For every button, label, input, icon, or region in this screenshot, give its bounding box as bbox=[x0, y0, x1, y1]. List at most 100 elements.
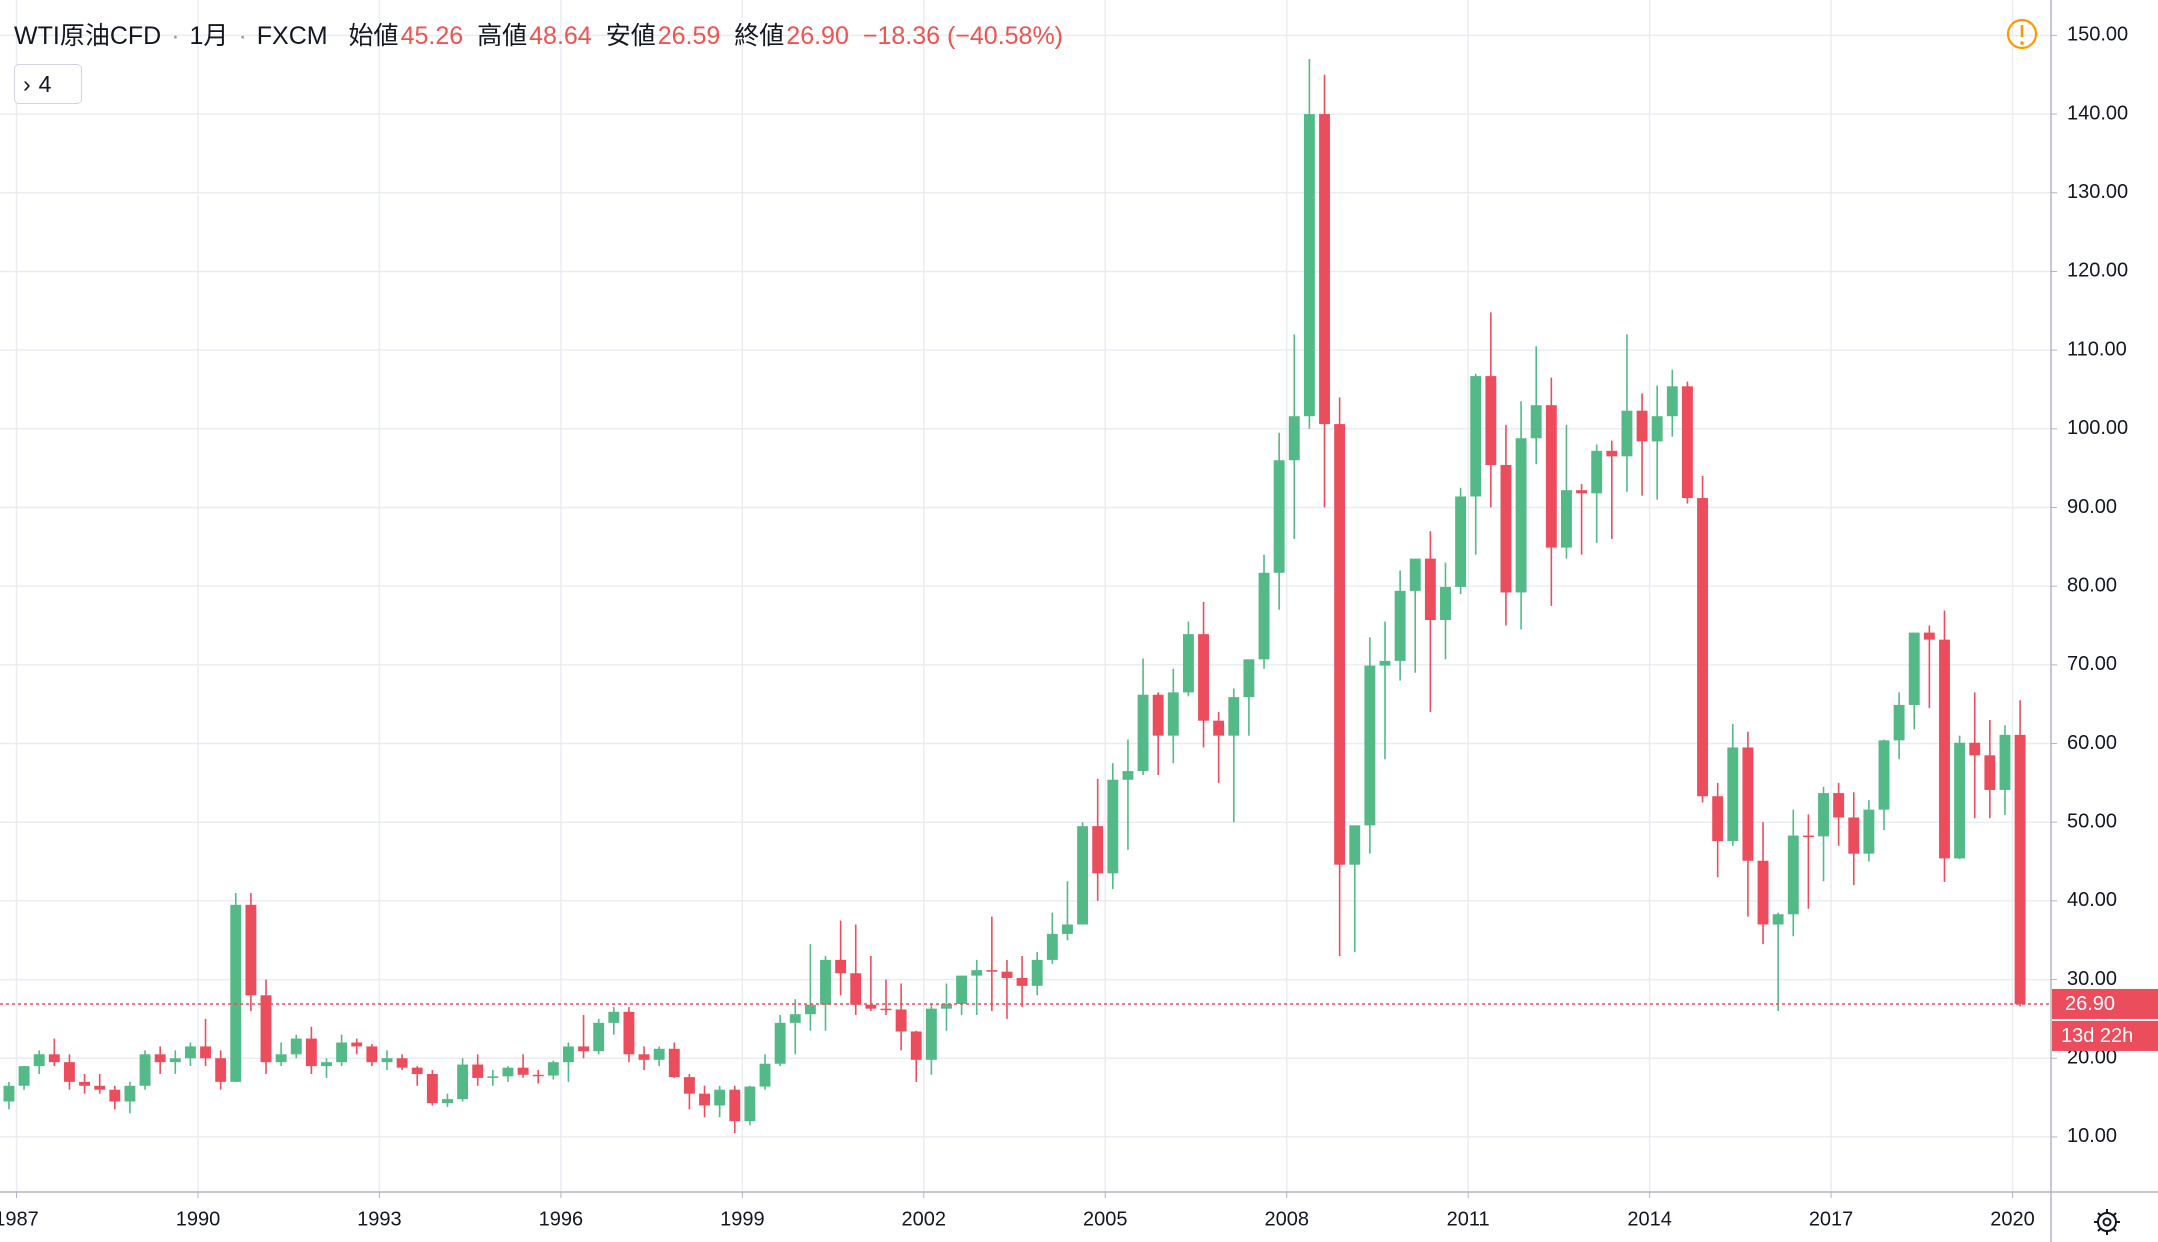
candle-body bbox=[1984, 755, 1996, 790]
y-tick-label: 110.00 bbox=[2067, 338, 2127, 360]
candle bbox=[986, 916, 998, 1012]
alert-icon[interactable] bbox=[2006, 18, 2038, 50]
candle bbox=[1621, 334, 1633, 492]
candle-body bbox=[321, 1062, 332, 1067]
candle-body bbox=[593, 1022, 605, 1052]
candle bbox=[1303, 59, 1315, 429]
candle bbox=[321, 1058, 332, 1078]
candle bbox=[1697, 476, 1708, 803]
candle-body bbox=[366, 1046, 378, 1063]
candle bbox=[1893, 692, 1905, 760]
candle bbox=[1606, 440, 1618, 539]
candle bbox=[1591, 444, 1603, 543]
candle bbox=[623, 1007, 635, 1063]
candle bbox=[1198, 601, 1209, 748]
candle bbox=[487, 1070, 499, 1086]
x-tick-label: 1999 bbox=[720, 1208, 765, 1230]
candle-body bbox=[1122, 771, 1134, 780]
candle bbox=[1288, 334, 1300, 539]
candle bbox=[109, 1085, 121, 1110]
open-label: 始値 bbox=[348, 22, 399, 50]
candle-body bbox=[1969, 742, 1981, 756]
candle bbox=[472, 1054, 484, 1086]
candle bbox=[1077, 822, 1089, 925]
candle bbox=[1742, 731, 1754, 917]
candle-body bbox=[1228, 697, 1240, 736]
candle bbox=[48, 1038, 60, 1067]
low-label: 安値 bbox=[605, 22, 656, 50]
candle-body bbox=[880, 1008, 892, 1011]
settings-icon[interactable] bbox=[2094, 1209, 2120, 1235]
candle bbox=[1878, 739, 1890, 831]
close-value: 26.90 bbox=[786, 22, 849, 50]
separator: · bbox=[171, 22, 180, 50]
candle bbox=[1394, 570, 1406, 681]
candle-body bbox=[3, 1085, 15, 1102]
candle bbox=[1182, 621, 1194, 697]
candle bbox=[1999, 725, 2011, 816]
candle-body bbox=[1273, 460, 1285, 573]
candle-body bbox=[63, 1062, 75, 1082]
candle bbox=[1334, 397, 1346, 956]
indicator-toggle[interactable]: › 4 bbox=[14, 64, 82, 104]
candle-body bbox=[1485, 376, 1497, 465]
candle-body bbox=[1470, 376, 1482, 497]
candle bbox=[442, 1093, 453, 1108]
candle bbox=[971, 959, 983, 1015]
indicator-count: 4 bbox=[38, 71, 52, 97]
candle-body bbox=[578, 1046, 590, 1052]
candle bbox=[1530, 346, 1542, 465]
candle bbox=[1515, 401, 1527, 630]
y-tick-label: 50.00 bbox=[2067, 810, 2117, 832]
candle-body bbox=[1364, 665, 1376, 826]
candle bbox=[638, 1046, 650, 1071]
candle-body bbox=[1243, 659, 1255, 698]
candle-body bbox=[33, 1054, 45, 1067]
candle-body bbox=[184, 1046, 196, 1059]
candle bbox=[1969, 692, 1981, 819]
y-tick-label: 90.00 bbox=[2067, 496, 2117, 518]
candle bbox=[759, 1054, 771, 1090]
candle bbox=[1818, 786, 1829, 882]
candle-body bbox=[653, 1048, 665, 1060]
candle bbox=[2014, 700, 2026, 1007]
candle bbox=[789, 999, 801, 1055]
candle-body bbox=[608, 1011, 620, 1023]
candle bbox=[1228, 688, 1240, 823]
exchange: FXCM bbox=[256, 22, 328, 50]
candle-body bbox=[1999, 734, 2011, 790]
candle-body bbox=[124, 1085, 136, 1102]
candle-body bbox=[532, 1074, 544, 1077]
candle-body bbox=[94, 1085, 106, 1090]
candle bbox=[956, 975, 968, 1015]
candle bbox=[1863, 800, 1875, 862]
candle-body bbox=[169, 1058, 181, 1063]
candle bbox=[200, 1018, 211, 1067]
candle-body bbox=[1878, 740, 1890, 810]
candle bbox=[426, 1070, 438, 1106]
candle bbox=[1500, 424, 1512, 626]
candle-body bbox=[683, 1077, 695, 1094]
candle-body bbox=[1046, 933, 1058, 960]
candle bbox=[124, 1081, 136, 1114]
candle bbox=[910, 1030, 922, 1082]
candle bbox=[381, 1050, 393, 1071]
x-tick-label: 2020 bbox=[1990, 1208, 2035, 1230]
candle-body bbox=[941, 1003, 952, 1009]
x-tick-label: 2011 bbox=[1447, 1208, 1490, 1230]
open-value: 45.26 bbox=[400, 22, 464, 50]
candle-body bbox=[275, 1054, 287, 1063]
candle bbox=[1046, 912, 1058, 964]
symbol: WTI原油CFD bbox=[14, 22, 162, 50]
candle-body bbox=[1545, 405, 1557, 548]
high-label: 高値 bbox=[477, 22, 528, 50]
candle bbox=[139, 1050, 151, 1090]
candle-body bbox=[154, 1054, 166, 1063]
y-tick-label: 150.00 bbox=[2067, 24, 2128, 46]
y-tick-label: 60.00 bbox=[2067, 732, 2117, 754]
candle-body bbox=[1213, 720, 1225, 736]
candle bbox=[578, 1014, 590, 1059]
x-tick-label: 1996 bbox=[539, 1208, 584, 1230]
candle bbox=[1424, 531, 1436, 713]
candle-body bbox=[1424, 558, 1436, 620]
